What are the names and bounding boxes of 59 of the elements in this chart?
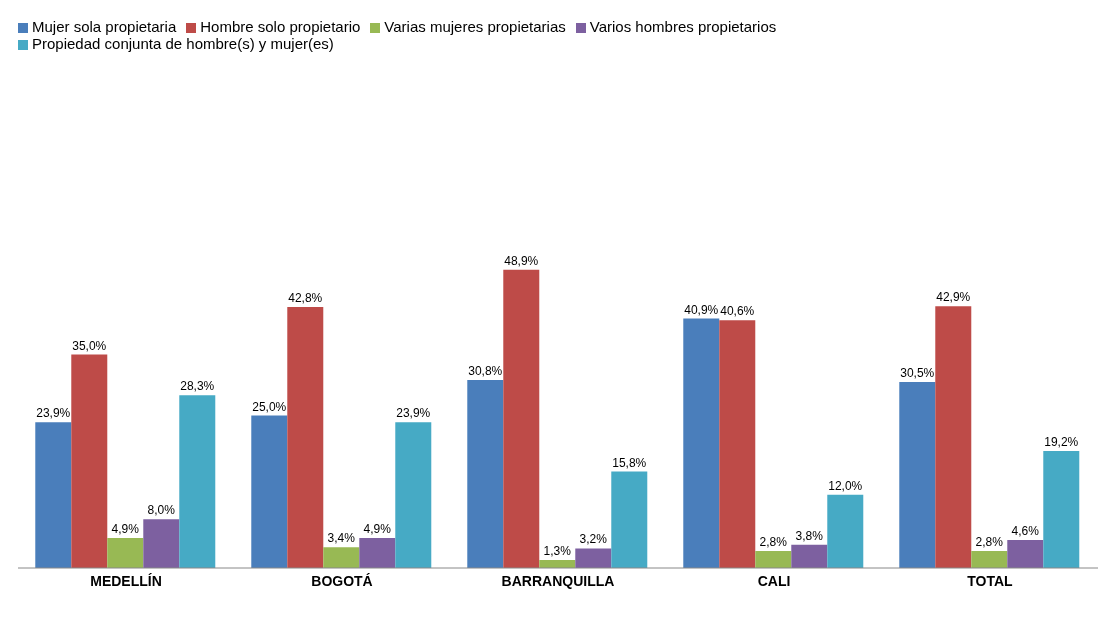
bar: [827, 494, 864, 568]
bar: [899, 381, 936, 568]
bar: [683, 318, 720, 568]
bar: [179, 395, 216, 568]
data-label: 19,2%: [1044, 434, 1079, 449]
data-label: 2,8%: [759, 534, 788, 549]
bar: [1043, 450, 1080, 568]
bar: [1007, 539, 1044, 568]
data-label: 1,3%: [543, 544, 572, 559]
bar: [611, 471, 648, 568]
data-label: 42,9%: [936, 290, 971, 305]
bar: [323, 547, 360, 568]
bar: [935, 306, 972, 568]
data-label: 42,8%: [288, 290, 323, 305]
data-label: 40,9%: [684, 302, 719, 317]
data-label: 8,0%: [147, 503, 176, 518]
bar: [575, 548, 612, 568]
data-label: 4,6%: [1011, 523, 1040, 538]
data-label: 3,4%: [327, 531, 356, 546]
data-label: 30,8%: [468, 364, 503, 379]
bar: [287, 306, 324, 568]
bar: [107, 538, 144, 568]
data-label: 2,8%: [975, 534, 1004, 549]
data-label: 30,5%: [900, 365, 935, 380]
bar: [35, 422, 72, 568]
data-label: 28,3%: [180, 379, 215, 394]
legend-label: Varias mujeres propietarias: [384, 18, 566, 35]
bar: [71, 354, 108, 568]
bar: [755, 550, 792, 568]
bar: [503, 269, 540, 568]
bar: [971, 550, 1008, 568]
data-label: 4,9%: [111, 522, 140, 537]
legend-label: Propiedad conjunta de hombre(s) y mujer(es): [32, 35, 334, 52]
bar: [359, 538, 396, 568]
data-label: 3,8%: [795, 528, 824, 543]
bar: [719, 320, 756, 568]
bar: [251, 415, 288, 568]
legend-label: Mujer sola propietaria: [32, 18, 177, 35]
data-label: 40,6%: [720, 304, 755, 319]
x-tick-label: MEDELLÍN: [90, 572, 162, 589]
data-label: 4,9%: [363, 522, 392, 537]
x-tick-label: BARRANQUILLA: [501, 572, 615, 589]
x-tick-label: BOGOTÁ: [311, 572, 373, 589]
data-label: 35,0%: [72, 338, 107, 353]
x-tick-label: CALI: [757, 572, 791, 589]
data-label: 23,9%: [36, 406, 71, 421]
data-label: 12,0%: [828, 478, 863, 493]
x-tick-label: TOTAL: [967, 572, 1014, 589]
legend-label: Varios hombres propietarios: [589, 18, 777, 35]
data-label: 3,2%: [579, 532, 608, 547]
data-label: 48,9%: [504, 253, 539, 268]
legend-label: Hombre solo propietario: [200, 18, 361, 35]
data-label: 23,9%: [396, 406, 431, 421]
data-label: 25,0%: [252, 399, 287, 414]
data-label: 15,8%: [612, 455, 647, 470]
bar: [791, 544, 828, 568]
bar: [143, 519, 180, 568]
bar: [467, 380, 504, 568]
bar: [395, 422, 432, 568]
